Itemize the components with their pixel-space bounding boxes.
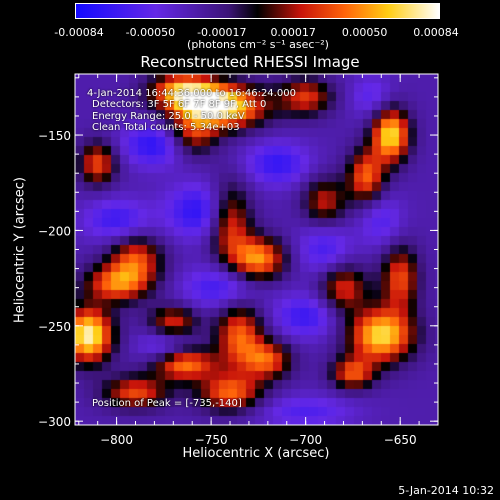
annotation-algorithm: Clean Total counts: 5.34e+03	[92, 122, 240, 133]
colorbar	[75, 3, 440, 19]
x-tick-label: −650	[384, 433, 417, 447]
colorbar-tick-label: 0.00050	[341, 26, 388, 39]
colorbar-units: (photons cm⁻² s⁻¹ asec⁻²)	[187, 38, 329, 51]
plot-title: Reconstructed RHESSI Image	[140, 53, 360, 71]
annotation-peak-position: Position of Peak = [-735,-140]	[92, 398, 242, 409]
annotation-energy: Energy Range: 25.0 - 50.0 keV	[92, 111, 245, 122]
annotation-detectors: Detectors: 3F 5F 6F 7F 8F 9F, Att 0	[92, 99, 267, 110]
x-tick-label: −800	[100, 433, 133, 447]
colorbar-tick-label: -0.00050	[125, 26, 176, 39]
y-tick-label: −150	[38, 129, 71, 143]
plot-timestamp: 5-Jan-2014 10:32	[398, 484, 494, 497]
y-axis-label: Heliocentric Y (arcsec)	[12, 177, 28, 323]
y-tick-label: −250	[38, 320, 71, 334]
annotation-time-range: 4-Jan-2014 16:44:36.000 to 16:46:24.000	[87, 88, 296, 99]
y-tick-label: −200	[38, 224, 71, 238]
colorbar-tick-label: -0.00017	[197, 26, 247, 39]
y-tick-label: −300	[38, 415, 71, 429]
colorbar-tick-label: -0.00084	[54, 26, 104, 39]
x-tick-label: −700	[289, 433, 322, 447]
plot-area: 4-Jan-2014 16:44:36.000 to 16:46:24.000 …	[75, 74, 438, 425]
x-axis-label: Heliocentric X (arcsec)	[182, 446, 330, 461]
colorbar-tick-label: 0.00017	[270, 26, 316, 39]
colorbar-tick-label: 0.00084	[413, 26, 459, 39]
x-tick-label: −750	[195, 433, 228, 447]
heatmap-image	[75, 74, 438, 425]
plot-frame	[74, 73, 439, 426]
colorbar-gradient	[76, 4, 439, 18]
